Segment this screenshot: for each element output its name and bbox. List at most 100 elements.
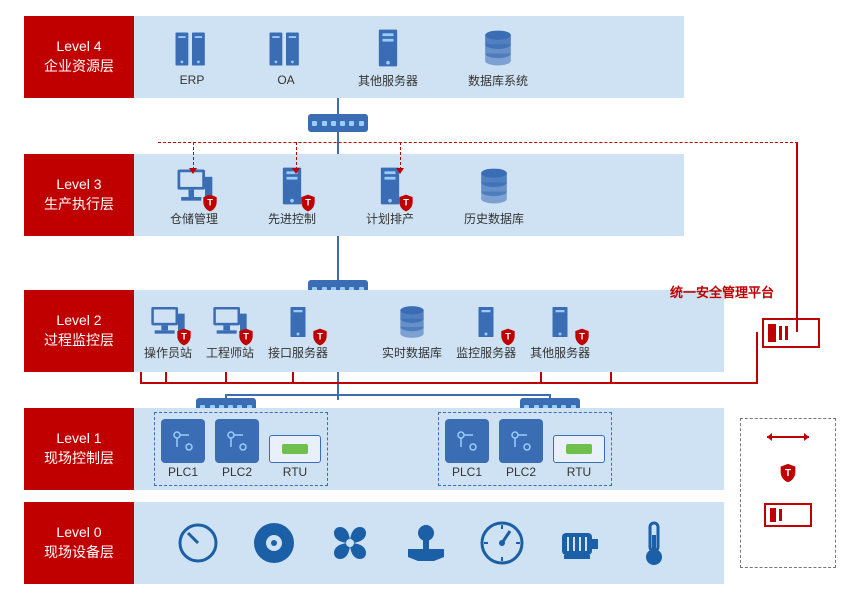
level3-num: Level 3 [56, 175, 101, 195]
shield-icon: T [498, 327, 518, 347]
level3-body: T仓储管理 T先进控制 T计划排产 历史数据库 [134, 154, 684, 236]
layer-3: Level 3 生产执行层 T仓储管理 T先进控制 T计划排产 历史数据库 [24, 154, 684, 236]
level0-num: Level 0 [56, 523, 101, 543]
r-op [165, 372, 167, 384]
node-other2: T其他服务器 [530, 302, 590, 361]
thermo-icon [630, 519, 678, 567]
layer-0: Level 0 现场设备层 [24, 502, 724, 584]
plc1b: PLC1 [445, 419, 489, 479]
shield-icon: T [200, 193, 220, 213]
sensor-icon [250, 519, 298, 567]
cap: PLC2 [506, 465, 536, 479]
level2-body: T操作员站 T工程师站 T接口服务器 实时数据库 T监控服务器 T其他服务器 [134, 290, 724, 372]
shield-icon: T [572, 327, 592, 347]
meter-icon [478, 519, 526, 567]
vline-sw-l3 [337, 132, 339, 154]
red-left-v [140, 372, 142, 384]
db-icon [476, 26, 520, 70]
level4-label: Level 4 企业资源层 [24, 16, 134, 98]
svg-text:T: T [243, 331, 249, 341]
level4-body: ERP OA 其他服务器 数据库系统 [134, 16, 684, 98]
fan-icon [326, 519, 374, 567]
cap: PLC2 [222, 465, 252, 479]
r-mon [540, 372, 542, 384]
legend-shield-icon: T [777, 461, 799, 485]
cap: 历史数据库 [464, 210, 524, 227]
plc-icon [161, 419, 205, 463]
cap: PLC1 [168, 465, 198, 479]
rtu: RTU [269, 435, 321, 479]
layer-4: Level 4 企业资源层 ERP OA 其他服务器 数据库系统 [24, 16, 684, 98]
db-icon [472, 164, 516, 208]
cap: ERP [180, 73, 205, 87]
group-l1-1: PLC1 PLC2 RTU [154, 412, 328, 486]
platform-label: 统一安全管理平台 [670, 282, 774, 301]
node-mon: T监控服务器 [456, 302, 516, 361]
plc-icon [499, 419, 543, 463]
level4-num: Level 4 [56, 37, 101, 57]
motor-icon [554, 519, 602, 567]
r-eng [225, 372, 227, 384]
red-right-v [796, 142, 798, 332]
node-if: T接口服务器 [268, 302, 328, 361]
cap: 其他服务器 [358, 72, 418, 89]
valve-icon [402, 519, 450, 567]
shield-icon: T [396, 193, 416, 213]
level3-name: 生产执行层 [44, 195, 114, 215]
layer-1: Level 1 现场控制层 PLC1 PLC2 RTU PLC1 PLC2 RT… [24, 408, 724, 490]
rtu-icon [553, 435, 605, 463]
plc2b: PLC2 [499, 419, 543, 479]
ar2 [292, 168, 300, 174]
svg-text:T: T [403, 197, 409, 207]
svg-text:T: T [785, 468, 792, 479]
svg-text:T: T [505, 331, 511, 341]
level1-num: Level 1 [56, 429, 101, 449]
node-plan: T计划排产 [366, 164, 414, 227]
switch-l4l3 [308, 114, 368, 132]
cap: RTU [283, 465, 307, 479]
level1-name: 现场控制层 [44, 449, 114, 469]
db-icon [392, 302, 432, 342]
platform-server [762, 318, 820, 348]
shield-icon: T [236, 327, 256, 347]
level2-num: Level 2 [56, 311, 101, 331]
node-rtdb: 实时数据库 [382, 302, 442, 361]
server-icon [264, 27, 308, 71]
rd3 [400, 142, 401, 170]
server-icon [366, 26, 410, 70]
shield-icon: T [174, 327, 194, 347]
level0-label: Level 0 现场设备层 [24, 502, 134, 584]
plc2: PLC2 [215, 419, 259, 479]
cap: 数据库系统 [468, 72, 528, 89]
svg-text:T: T [181, 331, 187, 341]
vline-l3-l2 [337, 236, 339, 282]
level3-label: Level 3 生产执行层 [24, 154, 134, 236]
svg-text:T: T [317, 331, 323, 341]
legend-server-icon [764, 503, 812, 527]
server-icon [170, 27, 214, 71]
red-bot-h [140, 382, 758, 384]
legend: T [740, 418, 836, 568]
level1-body: PLC1 PLC2 RTU PLC1 PLC2 RTU [134, 408, 724, 490]
cap: RTU [567, 465, 591, 479]
level2-name: 过程监控层 [44, 331, 114, 351]
svg-text:T: T [305, 197, 311, 207]
red-dash-top [158, 142, 798, 143]
level0-name: 现场设备层 [44, 543, 114, 563]
svg-text:T: T [207, 197, 213, 207]
plc-icon [215, 419, 259, 463]
plc1: PLC1 [161, 419, 205, 479]
level2-label: Level 2 过程监控层 [24, 290, 134, 372]
ar3 [396, 168, 404, 174]
cap: PLC1 [452, 465, 482, 479]
r-oth [610, 372, 612, 384]
cap: 实时数据库 [382, 344, 442, 361]
node-op: T操作员站 [144, 302, 192, 361]
shield-icon: T [298, 193, 318, 213]
rtu-icon [269, 435, 321, 463]
shield-icon: T [310, 327, 330, 347]
level4-name: 企业资源层 [44, 57, 114, 77]
gauge-icon [174, 519, 222, 567]
legend-arrow-icon [763, 431, 813, 443]
ar1 [189, 168, 197, 174]
